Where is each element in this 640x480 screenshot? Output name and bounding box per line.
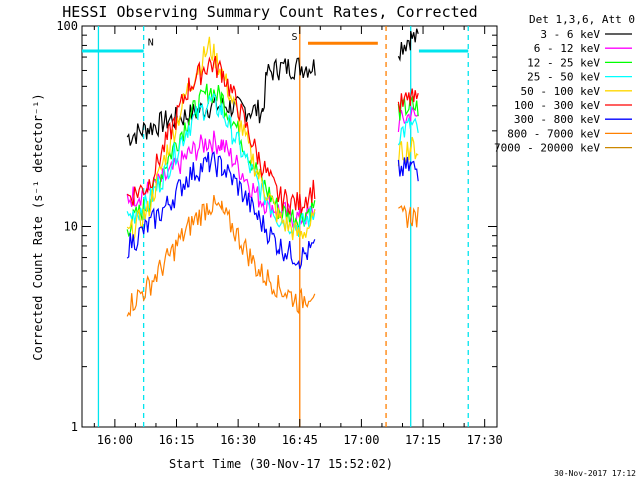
y-tick-label: 1 [71,420,78,434]
series-line [126,194,419,317]
x-tick-label: 17:15 [405,433,441,447]
x-tick-label: 16:30 [220,433,256,447]
interval-marker-label: N [148,37,154,48]
y-axis-label: Corrected Count Rate (s⁻¹ detector⁻¹) [31,93,45,360]
series-line [126,28,419,146]
series-line [126,55,419,216]
legend-entry-label: 7000 - 20000 keV [494,142,600,155]
legend-entry-label: 100 - 300 keV [514,99,600,112]
legend-entry-label: 300 - 800 keV [514,113,600,126]
interval-marker-label: S [292,32,298,43]
x-axis-label: Start Time (30-Nov-17 15:52:02) [169,457,393,471]
footer-timestamp: 30-Nov-2017 17:12 [554,469,636,478]
legend-entry-label: 25 - 50 keV [527,71,600,84]
x-tick-label: 17:00 [343,433,379,447]
series-layer [126,28,419,317]
legend-title: Det 1,3,6, Att 0 [529,13,635,26]
x-tick-label: 17:30 [467,433,503,447]
x-tick-label: 16:00 [97,433,133,447]
legend-entry-label: 50 - 100 keV [521,85,601,98]
y-tick-label: 100 [56,19,78,33]
legend-entry-label: 800 - 7000 keV [507,127,600,140]
series-line [126,92,419,238]
y-tick-label: 10 [64,220,78,234]
axes: 16:00 16:15 16:30 16:45 17:00 17:15 17:30 1 10 10… [56,19,502,447]
legend-entry-label: 6 - 12 keV [534,42,601,55]
legend-entry-label: 12 - 25 keV [527,56,600,69]
legend-entry-label: 3 - 6 keV [540,28,600,41]
chart-title: HESSI Observing Summary Count Rates, Cor… [62,3,477,21]
series-line [126,151,419,270]
x-tick-label: 16:45 [282,433,318,447]
x-tick-label: 16:15 [158,433,194,447]
